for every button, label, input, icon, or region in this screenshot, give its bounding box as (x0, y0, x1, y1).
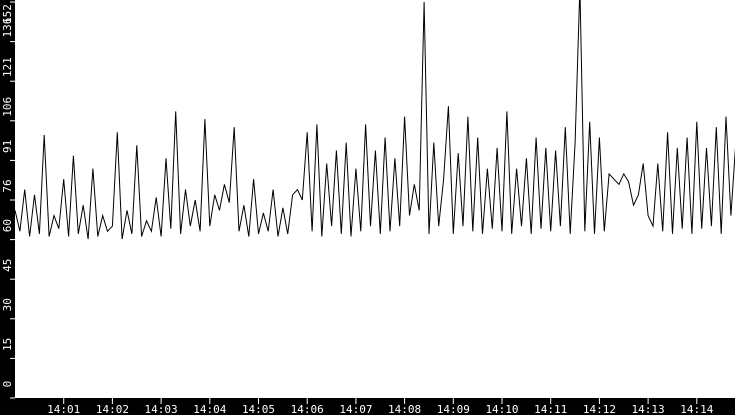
y-tick-label: 121 (1, 57, 14, 77)
x-axis: 14:01 14:02 14:03 14:04 14:05 14:06 14:07 14:08… (47, 398, 714, 415)
x-tick-label: 14:09 (437, 403, 470, 415)
plot-area (15, 0, 735, 398)
y-tick-label: 30 (1, 298, 14, 311)
y-tick-label: 136 (1, 18, 14, 38)
y-tick-label: 106 (1, 97, 14, 117)
y-tick-label: 91 (1, 140, 14, 153)
y-tick-label: 76 (1, 179, 14, 192)
x-tick-label: 14:14 (680, 403, 713, 415)
x-tick-label: 14:13 (632, 403, 665, 415)
y-tick-label: 45 (1, 259, 14, 272)
x-tick-label: 14:01 (47, 403, 80, 415)
y-tick-label: 15 (1, 338, 14, 351)
x-tick-label: 14:11 (534, 403, 567, 415)
y-tick-label: 152 (1, 4, 14, 24)
y-tick-label: 0 (1, 381, 14, 388)
x-tick-label: 14:03 (145, 403, 178, 415)
x-tick-label: 14:05 (242, 403, 275, 415)
x-tick-label: 14:08 (388, 403, 421, 415)
y-tick-label: 60 (1, 219, 14, 232)
x-tick-label: 14:02 (96, 403, 129, 415)
x-tick-label: 14:04 (193, 403, 226, 415)
x-tick-label: 14:06 (291, 403, 324, 415)
x-tick-label: 14:10 (485, 403, 518, 415)
x-tick-label: 14:07 (339, 403, 372, 415)
x-tick-label: 14:12 (583, 403, 616, 415)
series-line (15, 0, 735, 240)
